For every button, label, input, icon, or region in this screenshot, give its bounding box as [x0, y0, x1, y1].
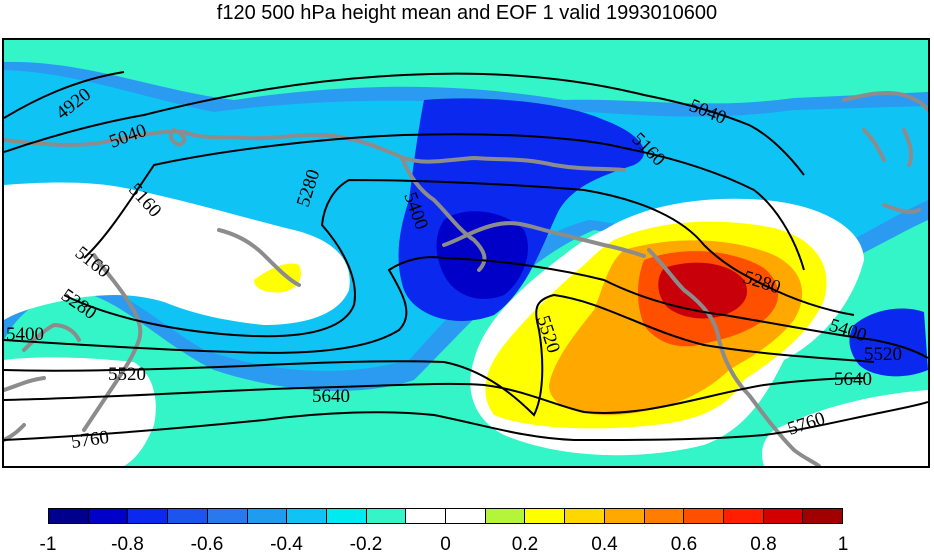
height-contours [4, 71, 928, 442]
map-plot: 4920 5040 5040 5160 5160 5160 5280 5280 … [4, 61, 928, 466]
colorbar-tick-label: -0.6 [190, 534, 224, 555]
colorbar-segment [207, 509, 248, 523]
colorbar-segment [723, 509, 764, 523]
colorbar-segment [247, 509, 288, 523]
contour-4920 [4, 71, 125, 119]
contour-label: 5520 [108, 364, 146, 385]
colorbar-segment [446, 509, 486, 523]
colorbar-tick-label: -0.2 [349, 534, 383, 555]
colorbar-segment [763, 509, 804, 523]
colorbar-segment [525, 509, 566, 523]
colorbar-segment [803, 509, 843, 523]
colorbar-ticks: -1 -0.8 -0.6 -0.4 -0.2 0 0.2 0.4 0.6 0.8 1 [0, 534, 934, 558]
colorbar-tick-label: 0.2 [511, 534, 539, 555]
colorbar-segment [406, 509, 447, 523]
contour-label: 5640 [312, 386, 350, 407]
colorbar-segment [485, 509, 526, 523]
dark-red-anomaly [658, 262, 748, 319]
white-southeast [762, 390, 928, 466]
colorbar-tick-label: 0.6 [670, 534, 698, 555]
colorbar [48, 508, 843, 524]
colorbar-segment [88, 509, 129, 523]
colorbar-segment [684, 509, 724, 523]
colorbar-tick-label: -1 [39, 534, 57, 555]
contour-5640 [4, 377, 865, 414]
eof-shading [4, 61, 928, 466]
colorbar-segment [49, 509, 89, 523]
contour-5280 [63, 178, 855, 338]
colorbar-segment [565, 509, 605, 523]
contour-label: 5640 [834, 369, 872, 390]
colorbar-segment [604, 509, 645, 523]
colorbar-tick-label: 1 [837, 534, 849, 555]
colorbar-segment [644, 509, 685, 523]
colorbar-segment [168, 509, 208, 523]
colorbar-segment [287, 509, 327, 523]
colorbar-tick-label: -0.4 [270, 534, 303, 555]
contour-label: 5400 [6, 324, 44, 345]
contour-5760 [4, 401, 928, 442]
colorbar-segment [326, 509, 367, 523]
map-title: f120 500 hPa height mean and EOF 1 valid… [216, 2, 718, 24]
contour-5400 [4, 256, 928, 359]
colorbar-segment [366, 509, 407, 523]
contour-5040 [4, 72, 805, 176]
contour-label: 5760 [70, 427, 111, 453]
contour-5520 [4, 293, 875, 417]
colorbar-tick-label: 0.4 [591, 534, 618, 555]
yellow-spot-west [254, 263, 302, 293]
contour-5160 [83, 133, 805, 271]
colorbar-tick-label: 0.8 [750, 534, 777, 555]
contour-label: 5520 [864, 344, 902, 365]
colorbar-tick-label: -0.8 [111, 534, 144, 555]
map-panel: 4920 5040 5040 5160 5160 5160 5280 5280 … [2, 38, 930, 468]
colorbar-segment [128, 509, 169, 523]
colorbar-tick-label: 0 [440, 534, 451, 555]
